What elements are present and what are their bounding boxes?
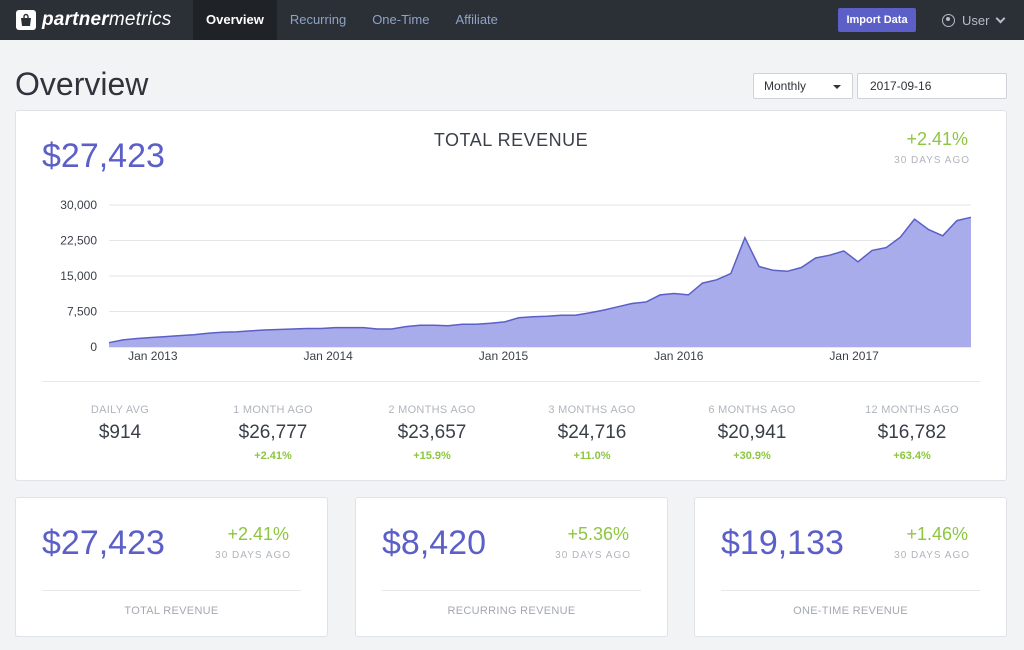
nav-tab-recurring[interactable]: Recurring	[289, 12, 347, 27]
stat-1-month-ago: 1 MONTH AGO $26,777 +2.41%	[195, 404, 351, 462]
stat-label: 12 MONTHS AGO	[865, 404, 959, 416]
stat-2-months-ago: 2 MONTHS AGO $23,657 +15.9%	[354, 404, 510, 462]
stat-label: 2 MONTHS AGO	[388, 404, 476, 416]
card-value: $27,423	[42, 524, 165, 562]
revenue-area	[109, 217, 971, 347]
divider	[382, 590, 641, 591]
y-tick-label: 30,000	[60, 198, 97, 212]
stat-delta: +2.41%	[254, 450, 292, 462]
divider	[42, 590, 301, 591]
divider	[721, 590, 980, 591]
one-time-revenue-card: $19,133 +1.46% 30 DAYS AGO ONE-TIME REVE…	[694, 497, 1007, 637]
brand-name: partnermetrics	[42, 9, 172, 30]
total-revenue-delta-sub: 30 DAYS AGO	[894, 155, 970, 166]
user-menu[interactable]: User	[942, 0, 1006, 40]
recurring-revenue-card: $8,420 +5.36% 30 DAYS AGO RECURRING REVE…	[355, 497, 668, 637]
period-select[interactable]: Monthly	[753, 73, 853, 99]
stat-value: $26,777	[238, 422, 308, 443]
card-label: RECURRING REVENUE	[447, 605, 576, 617]
card-value: $8,420	[382, 524, 486, 562]
card-label: ONE-TIME REVENUE	[793, 605, 908, 617]
card-delta: +2.41%	[227, 524, 289, 544]
stat-delta: +63.4%	[893, 450, 931, 462]
x-tick-label: Jan 2016	[654, 349, 704, 363]
card-delta: +1.46%	[906, 524, 968, 544]
stat-daily-avg: DAILY AVG $914	[42, 404, 198, 444]
y-tick-label: 7,500	[67, 305, 97, 319]
y-tick-label: 0	[90, 340, 97, 354]
nav-tab-overview[interactable]: Overview	[193, 0, 277, 40]
top-nav-bar: partnermetrics Overview Recurring One-Ti…	[0, 0, 1024, 40]
page-title: Overview	[15, 66, 149, 102]
x-tick-label: Jan 2015	[479, 349, 529, 363]
main-nav: Overview Recurring One-Time Affiliate	[193, 0, 511, 40]
stat-6-months-ago: 6 MONTHS AGO $20,941 +30.9%	[674, 404, 830, 462]
chart-title: TOTAL REVENUE	[433, 130, 589, 150]
caret-down-icon	[833, 85, 841, 89]
stats-row: DAILY AVG $914 1 MONTH AGO $26,777 +2.41…	[42, 404, 982, 464]
card-delta-sub: 30 DAYS AGO	[215, 550, 291, 561]
chevron-down-icon	[996, 13, 1006, 23]
card-delta: +5.36%	[567, 524, 629, 544]
stat-12-months-ago: 12 MONTHS AGO $16,782 +63.4%	[834, 404, 990, 462]
card-delta-sub: 30 DAYS AGO	[555, 550, 631, 561]
user-icon	[942, 13, 955, 27]
card-value: $19,133	[721, 524, 844, 562]
nav-tab-one-time[interactable]: One-Time	[372, 12, 430, 27]
stat-delta: +30.9%	[733, 450, 771, 462]
x-tick-label: Jan 2013	[128, 349, 178, 363]
brand[interactable]: partnermetrics	[0, 0, 193, 40]
x-tick-label: Jan 2017	[829, 349, 879, 363]
stat-value: $23,657	[397, 422, 467, 443]
y-tick-label: 15,000	[60, 269, 97, 283]
stat-label: DAILY AVG	[90, 404, 150, 416]
divider	[42, 381, 980, 382]
stat-3-months-ago: 3 MONTHS AGO $24,716 +11.0%	[514, 404, 670, 462]
import-data-button[interactable]: Import Data	[838, 8, 916, 32]
stat-value: $20,941	[717, 422, 787, 443]
total-revenue-value: $27,423	[42, 137, 165, 175]
stat-value: $24,716	[557, 422, 627, 443]
stat-label: 6 MONTHS AGO	[708, 404, 796, 416]
date-input[interactable]	[857, 73, 1007, 99]
stat-label: 3 MONTHS AGO	[548, 404, 636, 416]
period-select-value: Monthly	[764, 79, 807, 93]
shopping-bag-icon	[16, 10, 36, 30]
x-tick-label: Jan 2014	[303, 349, 353, 363]
stat-delta: +11.0%	[573, 450, 611, 462]
total-revenue-delta: +2.41%	[906, 129, 968, 149]
stat-value: $16,782	[877, 422, 947, 443]
revenue-area-chart: 0 7,500 15,000 22,500 30,000 Jan 2013 Jan 2014…	[60, 198, 972, 363]
card-label: TOTAL REVENUE	[124, 605, 219, 617]
revenue-line	[108, 216, 972, 344]
stat-value: $914	[98, 422, 142, 443]
total-revenue-summary-card: $27,423 +2.41% 30 DAYS AGO TOTAL REVENUE	[15, 497, 328, 637]
total-revenue-card: $27,423 TOTAL REVENUE +2.41% 30 DAYS AGO…	[15, 110, 1007, 481]
user-label: User	[962, 12, 990, 28]
stat-label: 1 MONTH AGO	[233, 404, 313, 416]
nav-tab-affiliate[interactable]: Affiliate	[455, 12, 498, 27]
card-delta-sub: 30 DAYS AGO	[894, 550, 970, 561]
y-tick-label: 22,500	[60, 234, 97, 248]
stat-delta: +15.9%	[413, 450, 451, 462]
